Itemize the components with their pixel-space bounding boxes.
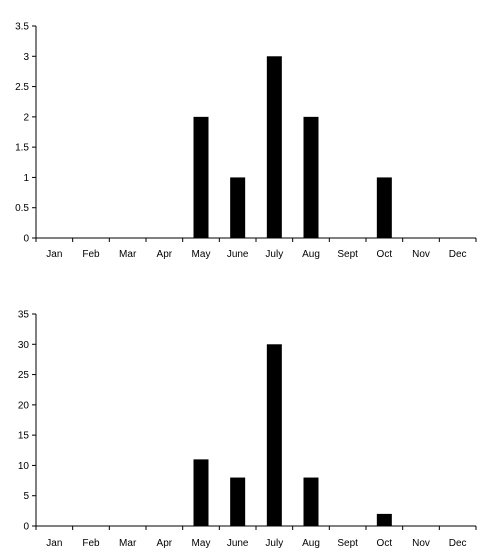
bar [303,116,319,238]
x-tick-label: Feb [82,538,100,549]
y-tick-label: 0 [23,234,29,245]
y-tick-label: 10 [18,461,30,472]
x-tick-label: Apr [157,538,173,549]
x-tick-label: Dec [449,249,467,260]
x-tick-label: Feb [82,249,100,260]
x-tick-label: Jan [46,249,62,260]
x-tick-label: Aug [302,538,320,549]
bar [376,177,392,238]
x-tick-label: Nov [412,249,430,260]
y-tick-label: 0 [23,522,29,533]
y-tick-label: 15 [18,431,30,442]
x-tick-label: Sept [337,249,358,260]
x-tick-label: July [265,538,283,549]
y-tick-label: 5 [23,491,29,502]
bar [303,477,319,526]
x-tick-label: Oct [377,538,393,549]
bar [193,116,209,238]
y-tick-label: 25 [18,370,30,381]
monthly-bar-chart-top: 0 0.5 1 1.5 2 2.5 3 3.5 Jan Feb Mar Apr May June July A… [15,22,477,260]
bar [266,344,282,526]
x-tick-label: May [192,249,211,260]
x-tick-label: Mar [119,538,137,549]
y-tick-label: 1 [23,173,29,184]
y-tick-label: 0.5 [15,203,29,214]
x-tick-label: June [227,538,249,549]
bar [230,477,246,526]
y-tick-label: 1.5 [15,143,29,154]
x-tick-label: Nov [412,538,430,549]
x-tick-label: Mar [119,249,137,260]
x-tick-label: Oct [377,249,393,260]
y-tick-label: 20 [18,400,30,411]
x-tick-label: Sept [337,538,358,549]
x-tick-label: Jan [46,538,62,549]
bar [230,177,246,238]
x-tick-label: Aug [302,249,320,260]
y-tick-label: 2.5 [15,82,29,93]
x-tick-label: May [192,538,211,549]
y-tick-label: 35 [18,310,30,321]
bar [193,459,209,526]
bar [376,513,392,526]
x-tick-label: Apr [157,249,173,260]
x-tick-label: July [265,249,283,260]
y-tick-label: 30 [18,340,30,351]
y-tick-label: 3 [23,52,29,63]
monthly-bar-chart-bottom: 0 5 10 15 20 25 30 35 Jan Feb Mar Apr May June July Aug… [18,310,477,549]
x-tick-label: June [227,249,249,260]
y-tick-label: 2 [23,112,29,123]
x-tick-label: Dec [449,538,467,549]
bar [266,56,282,239]
y-tick-label: 3.5 [15,22,29,33]
